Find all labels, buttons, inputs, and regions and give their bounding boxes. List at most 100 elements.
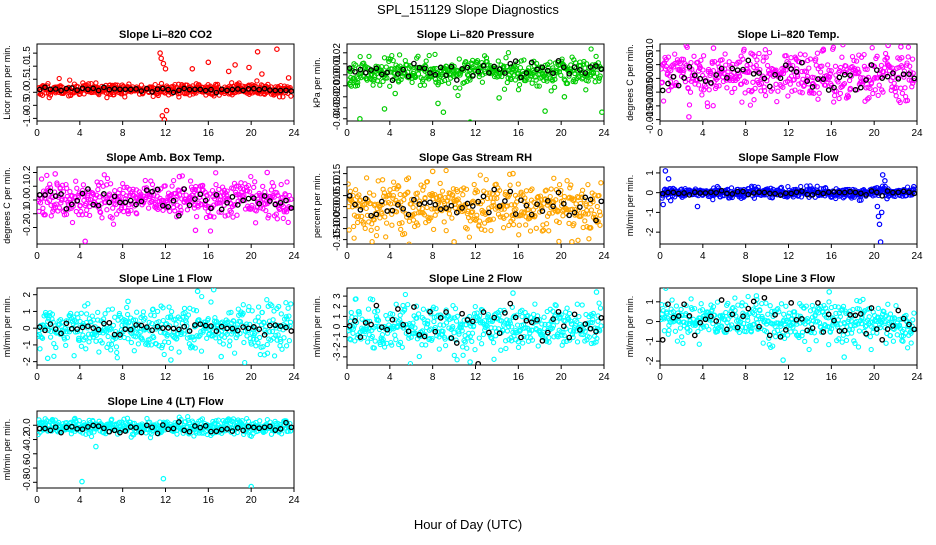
data-point	[580, 303, 584, 307]
y-tick-label: 1.5	[22, 46, 33, 60]
y-tick-label: 2	[22, 291, 33, 297]
data-point	[432, 319, 436, 323]
data-point	[258, 335, 262, 339]
data-point	[182, 306, 186, 310]
data-point	[547, 229, 551, 233]
x-tick-label: 20	[246, 128, 258, 139]
data-point	[384, 235, 388, 239]
data-point	[105, 208, 109, 212]
data-point	[125, 305, 129, 309]
y-tick-label: 3	[332, 293, 343, 299]
data-point	[425, 205, 429, 209]
y-tick-label: -1	[645, 208, 656, 217]
data-point	[857, 329, 861, 333]
data-point	[57, 76, 61, 80]
data-point	[575, 340, 579, 344]
data-point	[862, 53, 866, 57]
data-point	[200, 295, 204, 299]
data-points	[346, 168, 603, 246]
data-point	[458, 86, 462, 90]
data-point	[911, 57, 915, 61]
data-point	[587, 237, 591, 241]
data-point	[289, 302, 293, 306]
data-point	[723, 52, 727, 56]
data-point	[437, 347, 441, 351]
data-point	[766, 312, 770, 316]
data-point	[367, 54, 371, 58]
data-point	[779, 302, 783, 306]
data-point	[595, 204, 599, 208]
mean-point	[661, 88, 665, 92]
outlier-point	[247, 65, 251, 69]
data-point	[574, 202, 578, 206]
y-axis-label: Licor ppm per min.	[2, 45, 12, 120]
x-tick-label: 8	[120, 372, 126, 383]
data-point	[755, 58, 759, 62]
mean-point	[374, 303, 378, 307]
outlier-point	[543, 109, 547, 113]
mean-point	[220, 207, 224, 211]
data-point	[478, 173, 482, 177]
data-point	[803, 339, 807, 343]
outlier-point	[260, 72, 264, 76]
data-point	[352, 236, 356, 240]
data-point	[549, 187, 553, 191]
data-point	[477, 336, 481, 340]
data-point	[496, 59, 500, 63]
data-point	[221, 342, 225, 346]
y-tick-label: -1	[645, 336, 656, 345]
data-point	[507, 223, 511, 227]
x-tick-label: 16	[513, 128, 525, 139]
panel-title: Slope Li–820 CO2	[119, 29, 212, 41]
y-tick-label: 1	[645, 170, 656, 176]
data-point	[597, 301, 601, 305]
data-point	[528, 229, 532, 233]
x-tick-label: 8	[120, 128, 126, 139]
data-point	[284, 301, 288, 305]
data-point	[371, 83, 375, 87]
data-point	[837, 96, 841, 100]
x-tick-label: 12	[783, 251, 795, 262]
x-tick-label: 12	[470, 128, 482, 139]
data-point	[398, 53, 402, 57]
data-point	[833, 94, 837, 98]
x-tick-label: 16	[203, 372, 215, 383]
x-tick-label: 16	[203, 128, 215, 139]
data-point	[385, 221, 389, 225]
data-point	[177, 350, 181, 354]
data-point	[100, 216, 104, 220]
data-point	[96, 310, 100, 314]
data-point	[524, 189, 528, 193]
data-point	[774, 82, 778, 86]
data-point	[106, 334, 110, 338]
y-tick-label: 0	[332, 323, 343, 329]
outlier-point	[177, 174, 181, 178]
data-point	[589, 208, 593, 212]
data-point	[733, 296, 737, 300]
data-point	[505, 329, 509, 333]
data-point	[390, 223, 394, 227]
data-point	[461, 345, 465, 349]
data-point	[281, 216, 285, 220]
data-point	[567, 311, 571, 315]
data-point	[673, 52, 677, 56]
data-point	[827, 343, 831, 347]
data-point	[711, 198, 715, 202]
data-point	[110, 307, 114, 311]
data-point	[481, 332, 485, 336]
data-point	[156, 309, 160, 313]
outlier-point	[126, 299, 130, 303]
data-point	[257, 305, 261, 309]
data-point	[398, 192, 402, 196]
data-point	[199, 349, 203, 353]
x-tick-label: 8	[430, 372, 436, 383]
outlier-point	[711, 46, 715, 50]
data-point	[480, 80, 484, 84]
data-point	[511, 223, 515, 227]
data-point	[707, 328, 711, 332]
data-point	[838, 91, 842, 95]
x-tick-label: 8	[430, 251, 436, 262]
data-point	[214, 183, 218, 187]
